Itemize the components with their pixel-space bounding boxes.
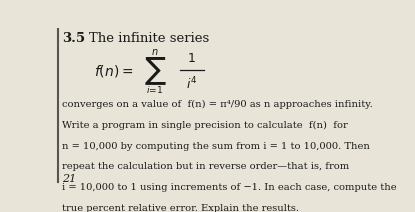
Text: 3.5: 3.5 [63,32,85,45]
Text: $1$: $1$ [188,52,196,66]
Text: The infinite series: The infinite series [89,32,209,45]
Text: true percent relative error. Explain the results.: true percent relative error. Explain the… [63,204,300,212]
Text: Write a program in single precision to calculate  f(n)  for: Write a program in single precision to c… [63,121,348,130]
Text: $i^4$: $i^4$ [186,76,198,92]
Text: i = 10,000 to 1 using increments of −1. In each case, compute the: i = 10,000 to 1 using increments of −1. … [63,183,397,192]
Text: 21: 21 [63,174,77,184]
Text: repeat the calculation but in reverse order—that is, from: repeat the calculation but in reverse or… [63,162,350,171]
Text: $\sum$: $\sum$ [144,55,166,87]
Text: $i\!=\!1$: $i\!=\!1$ [146,84,164,95]
Text: $f(n) =$: $f(n) =$ [94,63,133,79]
Text: $n$: $n$ [151,47,159,57]
Text: n = 10,000 by computing the sum from i = 1 to 10,000. Then: n = 10,000 by computing the sum from i =… [63,141,370,151]
Text: converges on a value of  f(n) = π⁴/90 as n approaches infinity.: converges on a value of f(n) = π⁴/90 as … [63,100,373,109]
